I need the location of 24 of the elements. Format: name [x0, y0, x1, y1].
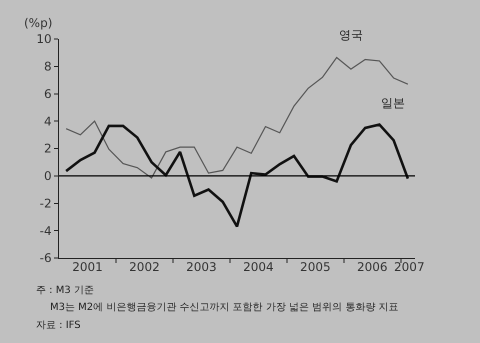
x-tick-label: 2001 [72, 260, 103, 274]
x-tick-label: 2006 [357, 260, 388, 274]
y-tick-label: 4 [44, 114, 52, 128]
y-tick-label: 10 [36, 32, 52, 46]
y-tick-label: -6 [40, 251, 52, 266]
x-tick-label: 2003 [186, 260, 217, 274]
y-tick-label: 0 [44, 169, 52, 184]
y-tick-label: -4 [40, 224, 52, 238]
x-tick-label: 2007 [394, 260, 425, 274]
text: 주 : M3 기준 [36, 285, 94, 296]
y-tick-label: -2 [40, 196, 52, 210]
text: 자료 : IFS [36, 320, 81, 331]
x-tick-label: 2002 [129, 260, 160, 274]
series-label: 일본 [381, 96, 405, 110]
series-label: 영국 [339, 28, 363, 42]
line-series [66, 56, 408, 179]
y-tick-label: 2 [44, 142, 52, 156]
text: M3는 M2에 비은행금융기관 수신고까지 포함한 가장 넓은 범위의 통화량 지표 [50, 302, 399, 313]
y-axis-title: (%p) [24, 16, 52, 30]
line-series [64, 123, 410, 228]
x-tick-label: 2004 [243, 260, 274, 274]
x-tick-label: 2005 [300, 260, 331, 274]
y-tick-label: 6 [44, 86, 52, 101]
y-tick-label: 8 [44, 60, 52, 74]
